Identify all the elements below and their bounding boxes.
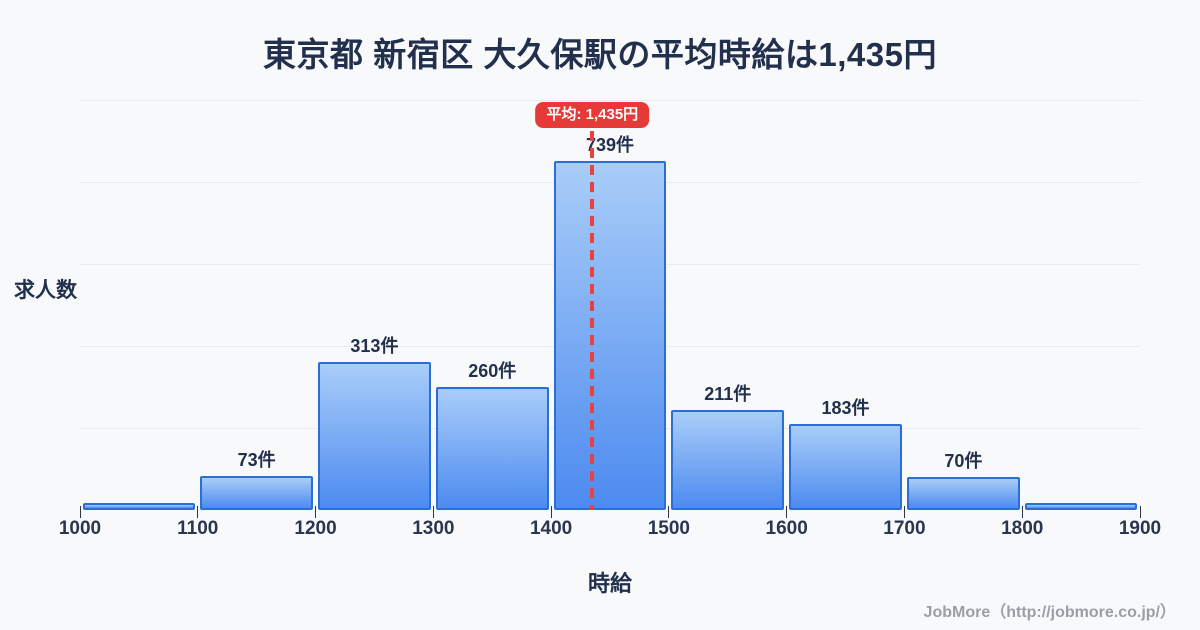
histogram-bar bbox=[789, 424, 902, 510]
histogram-bar bbox=[200, 476, 314, 510]
bar-count-label: 183件 bbox=[821, 398, 870, 418]
x-tick-label: 1900 bbox=[1118, 518, 1162, 539]
x-axis-tick bbox=[786, 506, 788, 518]
bar-count-label: 260件 bbox=[468, 361, 517, 381]
x-tick-label: 1300 bbox=[412, 518, 455, 539]
x-tick-label: 1100 bbox=[177, 518, 219, 539]
histogram-bar bbox=[553, 161, 667, 510]
y-axis-label: 求人数 bbox=[14, 279, 77, 302]
chart-title: 東京都 新宿区 大久保駅の平均時給は1,435円 bbox=[263, 36, 937, 73]
x-tick-label: 1000 bbox=[58, 518, 102, 539]
histogram-bar bbox=[435, 387, 549, 510]
chart-area: 平均: 1,435円 1000 1100 1200 1300 1400 1500 1600 1… bbox=[59, 100, 1161, 539]
bar-count-label: 739件 bbox=[585, 135, 635, 155]
x-axis-tick bbox=[432, 506, 434, 518]
bar-count-label: 313件 bbox=[350, 336, 399, 356]
footer-credit: JobMore（http://jobmore.co.jp/） bbox=[923, 604, 1176, 621]
average-line bbox=[590, 131, 595, 510]
x-tick-label: 1400 bbox=[529, 518, 573, 539]
x-axis-label: 時給 bbox=[587, 571, 632, 596]
histogram-bar bbox=[318, 362, 431, 510]
x-axis-tick bbox=[79, 506, 81, 518]
histogram-bar bbox=[906, 477, 1020, 510]
x-tick-label: 1600 bbox=[765, 518, 808, 539]
histogram-bar bbox=[82, 503, 196, 510]
x-axis-tick bbox=[1021, 506, 1023, 518]
bar-count-label: 211件 bbox=[704, 384, 752, 404]
x-tick-label: 1500 bbox=[647, 518, 691, 539]
gridline bbox=[80, 100, 1140, 101]
x-axis-tick bbox=[903, 506, 905, 518]
average-badge: 平均: 1,435円 bbox=[535, 102, 650, 128]
x-tick-label: 1800 bbox=[1001, 518, 1044, 539]
x-tick-label: 1200 bbox=[294, 518, 337, 539]
x-axis-tick bbox=[550, 506, 552, 518]
x-axis-tick bbox=[197, 506, 199, 518]
bar-count-label: 70件 bbox=[944, 451, 983, 471]
x-axis-tick bbox=[315, 506, 317, 518]
x-axis-tick bbox=[1139, 506, 1141, 518]
bar-count-label: 73件 bbox=[237, 450, 276, 470]
histogram-bar bbox=[671, 410, 785, 510]
histogram-bar bbox=[1024, 503, 1138, 510]
x-axis-tick bbox=[668, 506, 670, 518]
x-tick-label: 1700 bbox=[883, 518, 926, 539]
